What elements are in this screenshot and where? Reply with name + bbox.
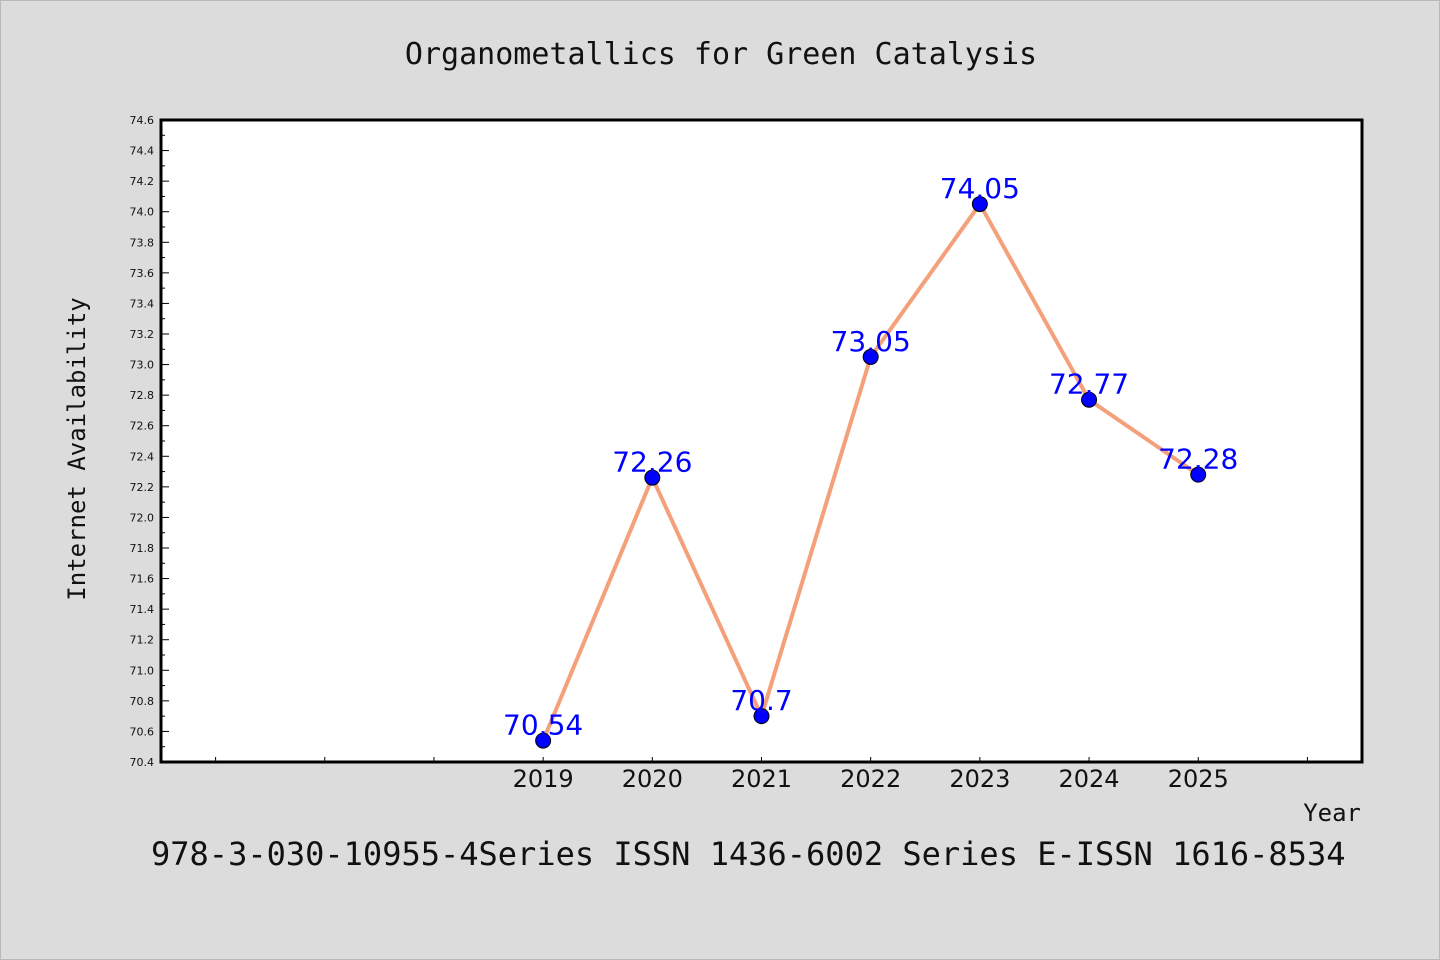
y-tick-label: 71.0 xyxy=(130,664,155,677)
x-tick-label: 2021 xyxy=(731,765,792,793)
x-tick-label: 2020 xyxy=(622,765,683,793)
data-label: 72.26 xyxy=(612,446,692,479)
y-tick-label: 72.2 xyxy=(130,481,155,494)
data-label: 70.7 xyxy=(730,684,792,717)
data-label: 73.05 xyxy=(831,325,911,358)
y-tick-label: 73.4 xyxy=(130,297,155,310)
y-tick-label: 73.2 xyxy=(130,328,155,341)
data-point xyxy=(535,732,552,749)
y-axis-label: Internet Availability xyxy=(63,297,91,600)
x-tick-label: 2024 xyxy=(1059,765,1120,793)
data-point xyxy=(971,196,988,213)
y-tick-label: 74.2 xyxy=(130,175,155,188)
y-tick-label: 73.6 xyxy=(130,267,155,280)
y-tick-label: 73.8 xyxy=(130,236,155,249)
data-label: 72.28 xyxy=(1158,443,1238,476)
data-point xyxy=(1190,466,1207,483)
data-point xyxy=(1081,391,1098,408)
y-tick-label: 71.8 xyxy=(130,542,155,555)
y-tick-label: 70.8 xyxy=(130,695,155,708)
y-tick-label: 72.4 xyxy=(130,450,155,463)
y-tick-label: 74.4 xyxy=(130,145,155,158)
x-tick-label: 2023 xyxy=(949,765,1010,793)
footer-isbn-text: 978-3-030-10955-4Series ISSN 1436-6002 S… xyxy=(151,835,1345,873)
y-tick-label: 74.0 xyxy=(130,206,155,219)
y-tick-label: 72.8 xyxy=(130,389,155,402)
y-tick-label: 74.6 xyxy=(130,114,155,127)
y-tick-label: 71.6 xyxy=(130,573,155,586)
data-point xyxy=(644,469,661,486)
data-point xyxy=(753,708,770,725)
plot-area xyxy=(159,118,1364,764)
data-label: 74.05 xyxy=(940,172,1020,205)
data-label: 72.77 xyxy=(1049,368,1129,401)
y-tick-label: 73.0 xyxy=(130,359,155,372)
x-axis-label: Year xyxy=(1303,799,1361,827)
x-tick-label: 2025 xyxy=(1168,765,1229,793)
y-tick-label: 70.4 xyxy=(130,756,155,769)
x-tick-label: 2019 xyxy=(513,765,574,793)
y-tick-label: 72.0 xyxy=(130,511,155,524)
data-label: 70.54 xyxy=(503,709,583,742)
series-internet-availability: 70.54 72.26 70.7 73.05 74.05 72.77 72.28 xyxy=(503,172,1238,749)
chart-title: Organometallics for Green Catalysis xyxy=(405,37,1037,72)
y-tick-label: 70.6 xyxy=(130,725,155,738)
y-axis: 70.4 70.6 70.8 71.0 71.2 71.4 71.6 71.8 72.0 72.2… xyxy=(130,114,169,769)
x-tick-label: 2022 xyxy=(840,765,901,793)
data-point xyxy=(862,348,879,365)
y-tick-label: 71.2 xyxy=(130,634,155,647)
x-axis: 2019 2020 2021 2022 2023 2024 2025 xyxy=(215,757,1308,793)
y-tick-label: 71.4 xyxy=(130,603,155,616)
y-tick-label: 72.6 xyxy=(130,420,155,433)
